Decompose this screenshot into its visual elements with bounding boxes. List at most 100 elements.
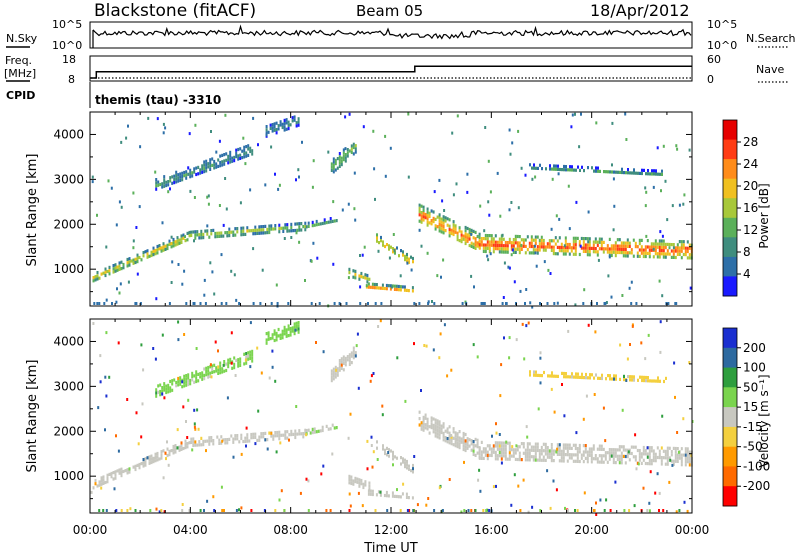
heatmap-cell	[614, 480, 617, 484]
heatmap-cell	[508, 457, 511, 461]
heatmap-cell	[424, 423, 427, 427]
heatmap-cell	[484, 243, 487, 247]
heatmap-cell	[546, 452, 549, 456]
heatmap-cell	[668, 242, 671, 247]
heatmap-cell	[536, 445, 539, 449]
heatmap-cell	[507, 265, 510, 269]
heatmap-cell	[434, 227, 437, 231]
heatmap-cell	[211, 270, 214, 274]
heatmap-cell	[231, 366, 234, 370]
heatmap-cell	[646, 452, 649, 456]
heatmap-cell	[452, 193, 455, 197]
heatmap-cell	[614, 241, 617, 245]
heatmap-cell	[500, 363, 503, 367]
heatmap-cell	[205, 169, 208, 173]
heatmap-cell	[629, 378, 631, 382]
heatmap-cell	[676, 453, 679, 457]
heatmap-cell	[550, 452, 553, 456]
heatmap-cell	[574, 239, 577, 244]
heatmap-cell	[239, 153, 242, 157]
heatmap-cell	[274, 431, 277, 435]
heatmap-cell	[562, 459, 565, 463]
heatmap-cell	[576, 453, 579, 457]
heatmap-cell	[578, 240, 581, 244]
heatmap-cell	[578, 252, 581, 257]
heatmap-cell	[592, 447, 595, 451]
heatmap-cell	[526, 458, 529, 462]
heatmap-cell	[296, 222, 299, 226]
heatmap-cell	[355, 344, 358, 348]
heatmap-cell	[295, 324, 298, 329]
heatmap-cell	[354, 144, 357, 148]
heatmap-cell	[568, 453, 571, 457]
heatmap-cell	[478, 449, 481, 453]
heatmap-cell	[426, 213, 429, 218]
heatmap-cell	[555, 488, 558, 492]
heatmap-cell	[638, 248, 641, 252]
heatmap-cell	[648, 501, 651, 505]
heatmap-cell	[235, 298, 238, 302]
heatmap-cell	[156, 248, 159, 252]
heatmap-cell	[221, 509, 224, 512]
heatmap-cell	[354, 147, 357, 151]
heatmap-cell	[454, 227, 457, 231]
heatmap-cell	[644, 245, 647, 249]
heatmap-cell	[422, 208, 425, 212]
heatmap-cell	[209, 261, 212, 265]
heatmap-cell	[672, 255, 675, 259]
heatmap-cell	[474, 230, 477, 234]
heatmap-cell	[571, 375, 573, 379]
heatmap-cell	[576, 459, 579, 463]
heatmap-cell	[652, 172, 655, 176]
heatmap-cell	[539, 163, 541, 167]
heatmap-cell	[233, 155, 236, 159]
heatmap-cell	[284, 433, 287, 437]
heatmap-cell	[344, 363, 347, 367]
heatmap-cell	[662, 456, 665, 460]
heatmap-cell	[348, 267, 351, 271]
heatmap-cell	[443, 323, 446, 327]
heatmap-cell	[184, 442, 187, 446]
heatmap-cell	[504, 247, 507, 251]
heatmap-cell	[163, 382, 166, 386]
cpid-program: themis (tau) -3310	[95, 93, 221, 107]
heatmap-cell	[504, 447, 507, 452]
heatmap-cell	[334, 162, 337, 166]
heatmap-cell	[184, 235, 186, 239]
heatmap-cell	[442, 438, 445, 442]
heatmap-cell	[549, 164, 551, 168]
heatmap-cell	[510, 244, 513, 248]
heatmap-cell	[167, 390, 170, 394]
heatmap-cell	[618, 454, 621, 458]
heatmap-cell	[486, 246, 489, 250]
heatmap-cell	[206, 229, 209, 233]
heatmap-cell	[336, 373, 339, 377]
heatmap-cell	[597, 166, 599, 170]
heatmap-cell	[251, 152, 254, 156]
heatmap-cell	[432, 216, 435, 220]
heatmap-cell	[359, 302, 362, 305]
heatmap-cell	[432, 220, 435, 224]
heatmap-cell	[340, 163, 343, 167]
heatmap-cell	[446, 437, 449, 441]
heatmap-cell	[294, 222, 297, 226]
heatmap-cell	[177, 338, 180, 342]
heatmap-cell	[432, 430, 435, 434]
heatmap-cell	[208, 442, 211, 446]
heatmap-cell	[538, 248, 541, 252]
heatmap-cell	[179, 172, 182, 176]
heatmap-cell	[436, 225, 439, 229]
heatmap-cell	[245, 361, 248, 365]
heatmap-cell	[224, 113, 227, 117]
heatmap-cell	[484, 233, 487, 238]
heatmap-cell	[342, 361, 345, 365]
heatmap-cell	[565, 375, 567, 379]
heatmap-cell	[588, 237, 591, 241]
heatmap-cell	[287, 324, 290, 328]
heatmap-cell	[189, 378, 192, 383]
heatmap-cell	[146, 252, 149, 256]
heatmap-cell	[620, 241, 623, 245]
heatmap-cell	[686, 509, 689, 513]
heatmap-cell	[439, 332, 442, 336]
